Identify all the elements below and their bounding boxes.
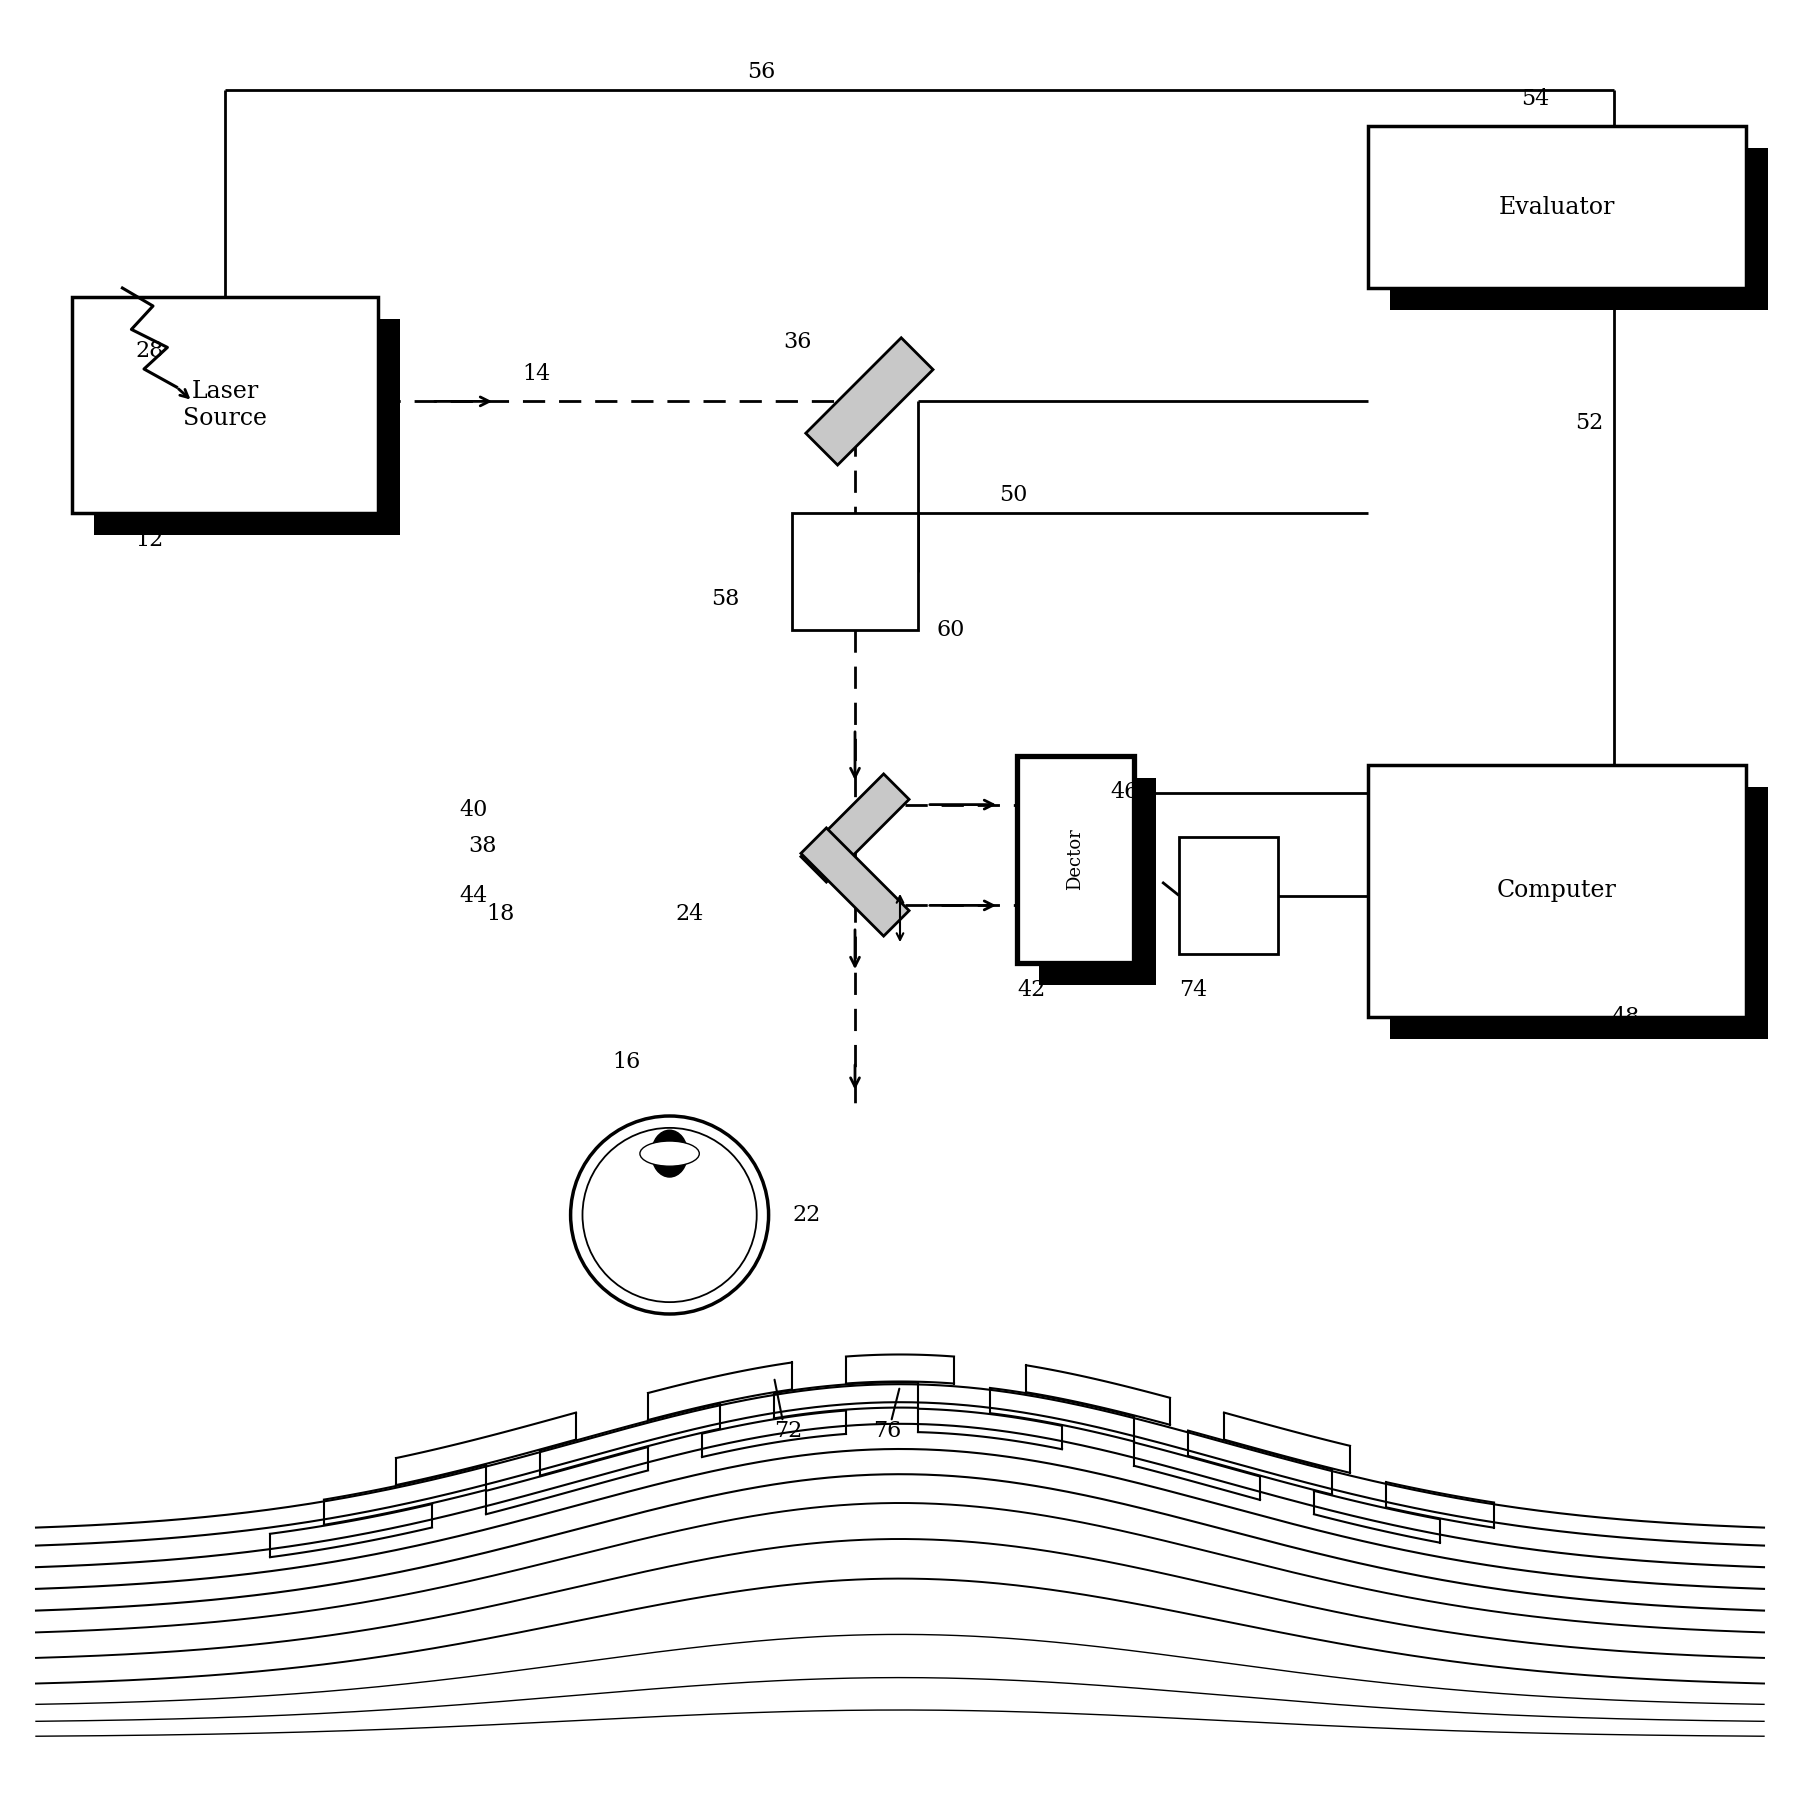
- Text: 14: 14: [522, 364, 551, 385]
- Text: 52: 52: [1575, 413, 1604, 435]
- Polygon shape: [72, 296, 378, 513]
- Text: 42: 42: [1017, 980, 1046, 1002]
- Text: 56: 56: [747, 62, 776, 84]
- Text: 16: 16: [612, 1051, 641, 1073]
- Ellipse shape: [652, 1131, 688, 1176]
- Polygon shape: [801, 827, 909, 936]
- Text: 36: 36: [783, 331, 812, 353]
- Ellipse shape: [571, 1116, 769, 1314]
- Ellipse shape: [583, 1127, 756, 1302]
- Polygon shape: [1179, 836, 1278, 954]
- Polygon shape: [792, 513, 918, 631]
- Text: 44: 44: [459, 885, 488, 907]
- Text: 48: 48: [1611, 1005, 1640, 1027]
- Polygon shape: [1368, 125, 1746, 287]
- Text: Dector: Dector: [1066, 829, 1084, 891]
- Text: 72: 72: [774, 1420, 803, 1442]
- Polygon shape: [801, 774, 909, 882]
- Text: 76: 76: [873, 1420, 902, 1442]
- Text: Evaluator: Evaluator: [1499, 196, 1615, 218]
- Polygon shape: [806, 338, 932, 465]
- Text: 40: 40: [459, 798, 488, 822]
- Text: Computer: Computer: [1498, 880, 1616, 902]
- Text: 60: 60: [936, 618, 965, 642]
- Text: 18: 18: [486, 904, 515, 925]
- Ellipse shape: [641, 1142, 698, 1165]
- Text: 38: 38: [468, 834, 497, 856]
- Text: 12: 12: [135, 529, 164, 551]
- Text: 28: 28: [135, 340, 164, 362]
- Polygon shape: [1390, 147, 1768, 309]
- Polygon shape: [1017, 756, 1134, 964]
- Text: 58: 58: [711, 589, 740, 611]
- Text: 54: 54: [1521, 87, 1550, 111]
- Polygon shape: [1368, 765, 1746, 1016]
- Text: 74: 74: [1179, 980, 1208, 1002]
- Polygon shape: [1390, 787, 1768, 1038]
- Text: 24: 24: [675, 904, 704, 925]
- Polygon shape: [1039, 778, 1156, 985]
- Text: 46: 46: [1111, 782, 1139, 804]
- Polygon shape: [94, 318, 400, 534]
- Text: Laser
Source: Laser Source: [184, 380, 266, 429]
- Text: 22: 22: [792, 1204, 821, 1225]
- Text: 50: 50: [999, 484, 1028, 505]
